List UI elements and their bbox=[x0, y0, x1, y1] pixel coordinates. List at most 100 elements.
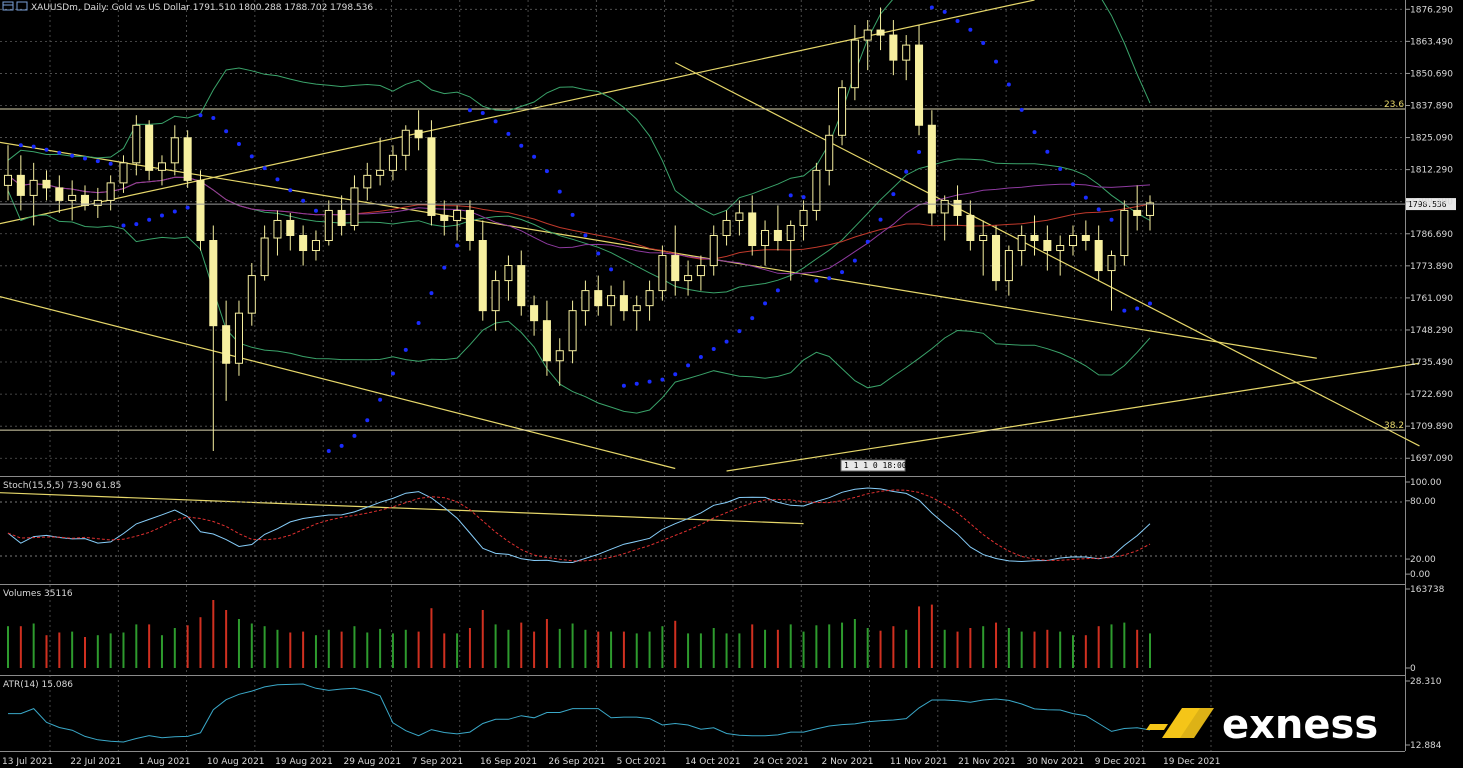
psar-dot bbox=[275, 177, 280, 182]
atr-label: ATR(14) 15.086 bbox=[3, 680, 73, 690]
psar-dot bbox=[70, 153, 75, 158]
psar-dot bbox=[313, 208, 318, 213]
psar-dot bbox=[1006, 82, 1011, 87]
candle-body bbox=[530, 305, 539, 322]
time-tick-label: 26 Sep 2021 bbox=[548, 757, 605, 767]
psar-dot bbox=[467, 108, 472, 113]
candle-body bbox=[542, 320, 551, 362]
candle-body bbox=[388, 154, 397, 171]
indicator-scale-label: 0.00 bbox=[1410, 570, 1430, 580]
bollinger-lower bbox=[7, 190, 1151, 414]
psar-dot bbox=[814, 278, 819, 283]
psar-dot bbox=[647, 379, 652, 384]
psar-dot bbox=[211, 115, 216, 120]
psar-dot bbox=[942, 9, 947, 14]
candle-body bbox=[247, 275, 256, 314]
period-separator-badge: 1 1 1 0 18:00 bbox=[840, 459, 907, 472]
psar-dot bbox=[249, 154, 254, 159]
psar-dot bbox=[326, 448, 331, 453]
candle-body bbox=[337, 209, 346, 226]
candle-body bbox=[1094, 240, 1103, 272]
psar-dot bbox=[301, 198, 306, 203]
time-tick-label: 16 Sep 2021 bbox=[480, 757, 537, 767]
price-tick-label: 1812.290 bbox=[1410, 166, 1453, 176]
candle-body bbox=[286, 219, 295, 236]
fibonacci-levels[interactable]: 23.6 38.2 bbox=[0, 100, 1405, 431]
psar-dot bbox=[840, 270, 845, 275]
price-tick-label: 1876.290 bbox=[1410, 5, 1453, 15]
candle-body bbox=[838, 87, 847, 136]
psar-dot bbox=[1058, 167, 1063, 172]
candle-body bbox=[16, 174, 25, 196]
trendline bbox=[0, 141, 1317, 359]
time-tick-label: 7 Sep 2021 bbox=[412, 757, 463, 767]
candle-body bbox=[324, 209, 333, 242]
volume-label: Volumes 35116 bbox=[3, 589, 73, 599]
candle-body bbox=[145, 124, 154, 171]
price-scale[interactable]: 1876.290 1863.490 1850.690 1837.890 1825.090… bbox=[1405, 5, 1453, 464]
time-tick-label: 19 Aug 2021 bbox=[275, 757, 333, 767]
psar-dot bbox=[288, 188, 293, 193]
psar-dot bbox=[95, 159, 100, 164]
time-tick-label: 9 Dec 2021 bbox=[1095, 757, 1147, 767]
candle-body bbox=[196, 179, 205, 242]
candle-body bbox=[170, 137, 179, 164]
price-tick-label: 1735.490 bbox=[1410, 358, 1453, 368]
candle-body bbox=[953, 199, 962, 216]
psar-dot bbox=[82, 156, 87, 161]
psar-dot bbox=[955, 19, 960, 24]
psar-dot bbox=[570, 212, 575, 217]
indicator-scale-label: 12.884 bbox=[1410, 741, 1442, 751]
price-tick-label: 1709.890 bbox=[1410, 422, 1453, 432]
atr-line bbox=[8, 683, 1151, 743]
candle-body bbox=[517, 265, 526, 307]
psar-dot bbox=[224, 129, 229, 134]
bollinger-upper bbox=[7, 0, 1151, 216]
candle-body bbox=[1043, 240, 1052, 252]
time-tick-label: 2 Nov 2021 bbox=[822, 757, 874, 767]
psar-dot bbox=[775, 288, 780, 293]
psar-dot bbox=[609, 267, 614, 272]
candle-body bbox=[581, 290, 590, 312]
candle-body bbox=[1133, 209, 1142, 216]
time-axis[interactable]: 13 Jul 2021 22 Jul 2021 1 Aug 2021 10 Aug 2… bbox=[2, 757, 1221, 767]
time-tick-label: 1 Aug 2021 bbox=[139, 757, 191, 767]
atr-panel: ATR(14) 15.086 bbox=[3, 680, 1151, 743]
candle-body bbox=[863, 29, 872, 41]
psar-dot bbox=[365, 418, 370, 423]
psar-dot bbox=[44, 147, 49, 152]
time-tick-label: 24 Oct 2021 bbox=[753, 757, 809, 767]
candle-body bbox=[1145, 202, 1155, 216]
fibo-level-label: 38.2 bbox=[1384, 421, 1404, 431]
psar-dot bbox=[172, 209, 177, 214]
candle-body bbox=[619, 295, 628, 312]
candle-body bbox=[350, 187, 359, 226]
fibo-level-label: 23.6 bbox=[1384, 100, 1404, 110]
candle-body bbox=[453, 209, 462, 221]
candle-body bbox=[671, 255, 680, 282]
candle-body bbox=[902, 44, 911, 61]
indicator-scale-label: 28.310 bbox=[1410, 677, 1442, 687]
indicator-scale-label: 20.00 bbox=[1410, 555, 1436, 565]
psar-dot bbox=[596, 251, 601, 256]
time-tick-label: 14 Oct 2021 bbox=[685, 757, 741, 767]
psar-dot bbox=[1019, 107, 1024, 112]
psar-dot bbox=[929, 5, 934, 10]
psar-dot bbox=[891, 192, 896, 197]
psar-dot bbox=[1148, 301, 1152, 306]
candle-body bbox=[273, 219, 282, 239]
candle-body bbox=[761, 229, 770, 247]
candle-body bbox=[3, 174, 13, 186]
candle-body bbox=[748, 212, 757, 247]
candle-body bbox=[1081, 234, 1090, 242]
candle-body bbox=[684, 275, 693, 282]
psar-dot bbox=[852, 258, 857, 263]
candle-body bbox=[55, 187, 64, 201]
price-tick-label: 1837.890 bbox=[1410, 101, 1453, 111]
psar-dot bbox=[750, 316, 755, 321]
psar-dot bbox=[763, 301, 768, 306]
psar-dot bbox=[1109, 217, 1114, 222]
grid-lines bbox=[0, 0, 1405, 751]
